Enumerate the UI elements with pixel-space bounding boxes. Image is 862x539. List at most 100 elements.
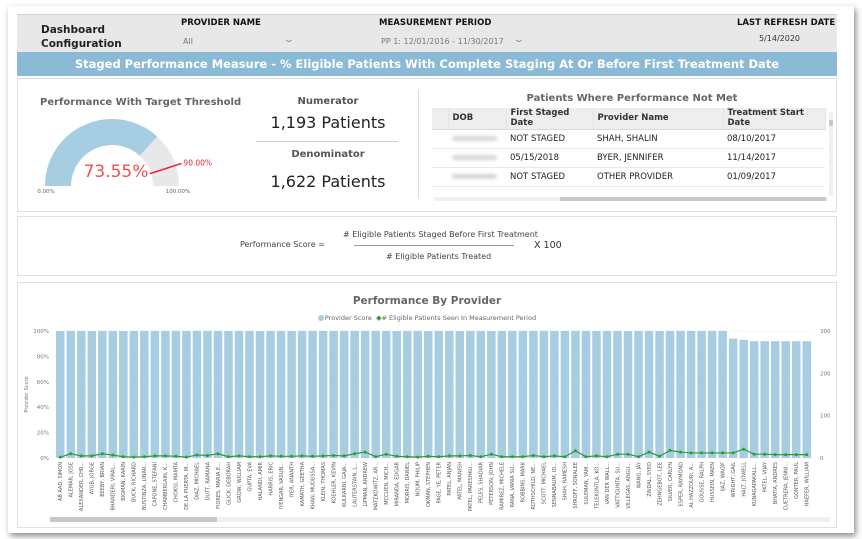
bar [445, 331, 454, 458]
formula-multiplier: X 100 [534, 240, 562, 251]
bar [66, 331, 76, 458]
table-row[interactable]: NOT STAGED SHAH, SHALIN 08/10/2017 [432, 129, 825, 149]
chevron-down-icon[interactable]: ⌄ [512, 35, 525, 45]
bar [150, 331, 160, 458]
x-tick-label: HALANDI, AMIR [258, 461, 264, 500]
x-tick-label: IJAZ, WAQIF [720, 462, 726, 491]
line-point [300, 454, 304, 458]
gauge-target-marker [149, 162, 182, 175]
cell-id [432, 148, 448, 168]
bar [381, 331, 391, 458]
line-point [121, 455, 125, 459]
bar [760, 341, 769, 458]
line-point [216, 452, 220, 456]
x-tick-label: AL HAZZOURI, A... [689, 462, 695, 508]
cell-provider: BYER, JENNIFER [593, 148, 723, 168]
bar [350, 331, 359, 458]
line-point [195, 453, 199, 457]
x-tick-label: MATZKOWITZ, AR... [373, 462, 379, 511]
x-tick-label: GROW, WILLIAM [237, 462, 243, 503]
x-tick-label: TELEKUNTLA, KO... [594, 462, 600, 510]
provider-name-dropdown[interactable]: All [183, 37, 193, 46]
x-tick-label: PATEL, MANISH [458, 462, 464, 500]
bar [287, 331, 296, 458]
cell-id [432, 129, 448, 149]
bar [676, 331, 685, 458]
column-header-treatment-start-date[interactable]: Treatment Start Date [723, 108, 826, 130]
x-tick-label: LAUTERSTAIN, L... [352, 462, 358, 507]
gauge-title: Performance With Target Threshold [40, 97, 242, 108]
x-tick-label: CHAMBERLAIN, K... [163, 462, 169, 510]
bar [539, 331, 549, 458]
column-header-dob[interactable]: DOB [448, 108, 507, 130]
measurement-period-dropdown[interactable]: PP 1: 12/01/2016 - 11/30/2017 [381, 37, 504, 46]
bar [560, 331, 570, 458]
x-tick-label: IYENGAR, VASUN... [279, 462, 285, 510]
redacted-dob [452, 154, 497, 160]
line-point [69, 452, 73, 456]
table-row[interactable]: 05/15/2018 BYER, JENNIFER 11/14/2017 [432, 148, 825, 168]
y2-tick-label: 0 [820, 456, 824, 462]
bar [518, 331, 528, 458]
x-tick-label: ZAIDAL, SYED [647, 462, 653, 497]
column-header-id[interactable] [432, 108, 449, 130]
bar [718, 331, 727, 458]
line-point [615, 452, 619, 456]
x-tick-label: MCCUEN, MICH... [384, 462, 390, 505]
chevron-down-icon[interactable]: ⌄ [282, 35, 295, 45]
x-tick-label: LIPMAN, ANDREW [363, 462, 369, 507]
redacted-dob [452, 135, 497, 141]
x-tick-label: SILVER, CARLYN [668, 462, 674, 502]
x-tick-label: VILLEGAS, ANGU... [626, 462, 632, 509]
chart-scroll-thumb[interactable] [50, 517, 217, 522]
line-point [458, 454, 462, 458]
line-point [689, 451, 693, 455]
last-refresh-value: 5/14/2020 [759, 34, 801, 43]
bar [402, 331, 412, 458]
cell-first-staged: 05/15/2018 [506, 148, 593, 168]
y-tick-label: 40% [37, 405, 49, 411]
kpi-divider [256, 141, 398, 142]
line-point [742, 447, 746, 451]
chart-legend: Provider Score ◆# Eligible Patients Seen… [17, 314, 837, 322]
line-point [279, 454, 283, 458]
line-point [174, 454, 178, 458]
bar [276, 331, 286, 458]
table-horizontal-scroll-thumb[interactable] [560, 197, 826, 201]
column-header-provider-name[interactable]: Provider Name [593, 108, 724, 130]
line-point [111, 453, 115, 457]
bar [476, 331, 486, 458]
x-tick-label: PATEL, PARESHKU... [468, 462, 474, 512]
bar [508, 331, 517, 458]
x-tick-label: PATEL, VIJAY [762, 461, 768, 492]
table-vertical-scroll-thumb[interactable] [829, 120, 833, 126]
chart-horizontal-scrollbar[interactable] [50, 517, 830, 522]
table-vertical-scrollbar[interactable] [829, 112, 833, 196]
bar [487, 331, 496, 458]
line-point [594, 454, 598, 458]
bar [739, 339, 748, 458]
column-header-first-staged-date[interactable]: First Staged Date [506, 108, 594, 130]
bar [140, 331, 149, 458]
line-point [500, 455, 504, 459]
bar [234, 331, 244, 458]
line-point [700, 451, 704, 455]
line-point [395, 454, 399, 458]
line-point [269, 454, 273, 458]
legend-item-eligible-patients[interactable]: # Eligible Patients Seen In Measurement … [381, 314, 537, 322]
config-title: Dashboard Configuration [41, 23, 122, 51]
legend-item-provider-score[interactable]: Provider Score [324, 314, 372, 322]
bar [308, 331, 317, 458]
line-point [668, 448, 672, 452]
y2-tick-label: 100 [820, 414, 831, 420]
y2-tick-label: 300 [820, 329, 831, 335]
line-point [489, 452, 493, 456]
bar [623, 331, 633, 458]
patients-table: DOB First Staged Date Provider Name Trea… [432, 108, 826, 187]
line-point [90, 454, 94, 458]
table-row[interactable]: NOT STAGED OTHER PROVIDER 01/09/2017 [432, 167, 825, 187]
line-point [437, 455, 441, 459]
x-tick-label: KULKARNI, GAJA... [342, 462, 348, 507]
bar [770, 341, 780, 458]
x-tick-label: ROTHSCHILD, NE... [531, 462, 537, 510]
